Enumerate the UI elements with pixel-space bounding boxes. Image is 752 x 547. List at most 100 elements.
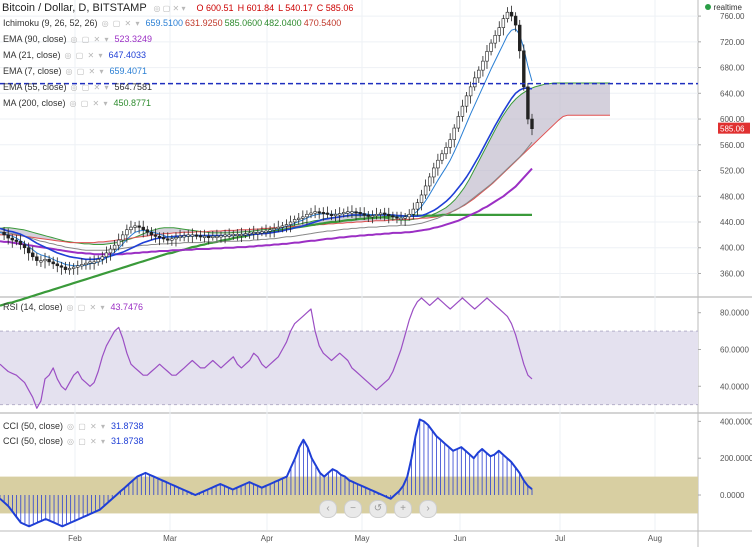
candle-body xyxy=(76,265,80,268)
candle-body xyxy=(403,216,407,219)
candle-body xyxy=(260,231,264,234)
candle-body xyxy=(448,139,452,148)
candle-body xyxy=(268,229,272,232)
legend-controls[interactable]: ◎ ▢ ✕ ▾ xyxy=(66,303,106,312)
legend-controls[interactable]: ◎ ▢ ✕ ▾ xyxy=(67,422,106,431)
candle-body xyxy=(382,212,387,215)
legend-value: 647.4033 xyxy=(108,50,147,60)
legend-cci-1[interactable]: CCI (50, close) ◎ ▢ ✕ ▾ 31.8738 xyxy=(3,435,144,448)
legend-controls[interactable]: ◎ ▢ ✕ ▾ xyxy=(65,67,105,76)
legend-controls[interactable]: ◎ ▢ ✕ ▾ xyxy=(101,19,141,28)
candle-body xyxy=(317,211,321,214)
legend-3[interactable]: EMA (7, close) ◎ ▢ ✕ ▾ 659.4071 xyxy=(3,65,147,78)
candle-body xyxy=(108,248,113,254)
candle-body xyxy=(223,234,227,237)
candle-body xyxy=(10,237,14,241)
legend-controls[interactable]: ◎ ▢ ✕ ▾ xyxy=(70,35,110,44)
candle-body xyxy=(247,232,252,235)
candle-body xyxy=(141,226,145,231)
y-tick-price: 680.00 xyxy=(720,64,745,73)
candle-body xyxy=(235,233,240,237)
legend-label: EMA (7, close) xyxy=(3,66,62,76)
candle-body xyxy=(100,256,105,260)
candle-body xyxy=(305,213,309,218)
legend-1[interactable]: EMA (90, close) ◎ ▢ ✕ ▾ 523.3249 xyxy=(3,33,152,46)
legend-value: 482.0400 xyxy=(264,18,302,28)
legend-2[interactable]: MA (21, close) ◎ ▢ ✕ ▾ 647.4033 xyxy=(3,49,146,62)
candle-body xyxy=(526,86,530,120)
candle-body xyxy=(231,233,235,237)
candle-body xyxy=(518,24,522,52)
legend-label: EMA (55, close) xyxy=(3,82,67,92)
x-tick-may: May xyxy=(354,534,369,543)
last-price-tag xyxy=(718,122,750,134)
candle-body xyxy=(166,238,170,241)
legend-controls[interactable]: ◎ ▢ ✕ ▾ xyxy=(67,437,106,446)
legend-rsi[interactable]: RSI (14, close) ◎ ▢ ✕ ▾ 43.7476 xyxy=(3,301,143,314)
candle-body xyxy=(116,239,121,246)
title-controls[interactable]: ◎ ▢ ✕ ▾ xyxy=(153,4,186,13)
candle-body xyxy=(272,228,276,231)
candle-body xyxy=(198,235,203,238)
candle-body xyxy=(26,247,31,254)
candle-body xyxy=(43,259,47,262)
zoom-out-button[interactable]: − xyxy=(344,500,362,518)
candle-body xyxy=(194,234,199,237)
ema55-line xyxy=(0,141,533,251)
candle-body xyxy=(14,239,19,242)
y-tick-price: 560.00 xyxy=(720,141,745,150)
candle-body xyxy=(387,213,391,217)
candle-body xyxy=(378,212,383,215)
reset-button[interactable]: ↺ xyxy=(369,500,387,518)
candle-body xyxy=(419,194,424,203)
ichimoku-span-a xyxy=(0,82,610,245)
zoom-in-button[interactable]: + xyxy=(394,500,412,518)
y-tick-rsi: 80.0000 xyxy=(720,309,749,318)
rsi-band xyxy=(0,331,698,405)
y-tick-price: 760.00 xyxy=(720,12,745,21)
candle-body xyxy=(292,219,297,223)
candle-body xyxy=(427,176,432,187)
candle-body xyxy=(321,212,325,215)
legend-controls[interactable]: ◎ ▢ ✕ ▾ xyxy=(70,83,110,92)
candle-body xyxy=(129,226,133,231)
legend-controls[interactable]: ◎ ▢ ✕ ▾ xyxy=(64,51,104,60)
candle-body xyxy=(452,127,456,140)
cci-line xyxy=(0,418,533,528)
legend-4[interactable]: EMA (55, close) ◎ ▢ ✕ ▾ 564.7581 xyxy=(3,81,152,94)
y-tick-rsi: 40.0000 xyxy=(720,382,749,391)
candle-body xyxy=(423,185,428,196)
ohlc-h: H 601.84 xyxy=(237,3,275,13)
legend-cci-0[interactable]: CCI (50, close) ◎ ▢ ✕ ▾ 31.8738 xyxy=(3,420,144,433)
x-tick-mar: Mar xyxy=(163,534,177,543)
y-tick-price: 720.00 xyxy=(720,38,745,47)
chart-title: Bitcoin / Dollar, D, BITSTAMP ◎ ▢ ✕ ▾ O … xyxy=(2,2,353,14)
candle-body xyxy=(460,105,465,117)
realtime-dot-icon xyxy=(704,4,711,10)
legend-5[interactable]: MA (200, close) ◎ ▢ ✕ ▾ 450.8771 xyxy=(3,97,151,110)
legend-value: 631.9250 xyxy=(185,18,223,28)
candle-body xyxy=(211,235,215,238)
candle-body xyxy=(284,224,289,227)
candle-body xyxy=(47,259,51,263)
candle-body xyxy=(346,211,350,214)
legend-0[interactable]: Ichimoku (9, 26, 52, 26) ◎ ▢ ✕ ▾ 659.5100 6… xyxy=(3,17,341,30)
scroll-left-button[interactable]: ‹ xyxy=(319,500,337,518)
candle-body xyxy=(239,233,244,237)
legend-controls[interactable]: ◎ ▢ ✕ ▾ xyxy=(69,99,109,108)
candle-body xyxy=(350,211,354,214)
ohlc-values: O 600.51 H 601.84 L 540.17 C 585.06 xyxy=(193,2,354,14)
scroll-right-button[interactable]: › xyxy=(419,500,437,518)
legend-label: EMA (90, close) xyxy=(3,34,67,44)
candle-body xyxy=(186,234,190,237)
candle-body xyxy=(137,225,141,228)
candle-body xyxy=(370,215,375,218)
candle-body xyxy=(215,235,219,238)
symbol-title[interactable]: Bitcoin / Dollar, D, BITSTAMP xyxy=(2,2,147,14)
candle-body xyxy=(456,116,461,129)
legend-value: 450.8771 xyxy=(113,98,152,108)
candle-body xyxy=(362,213,366,216)
legend-value: 31.8738 xyxy=(110,436,144,446)
